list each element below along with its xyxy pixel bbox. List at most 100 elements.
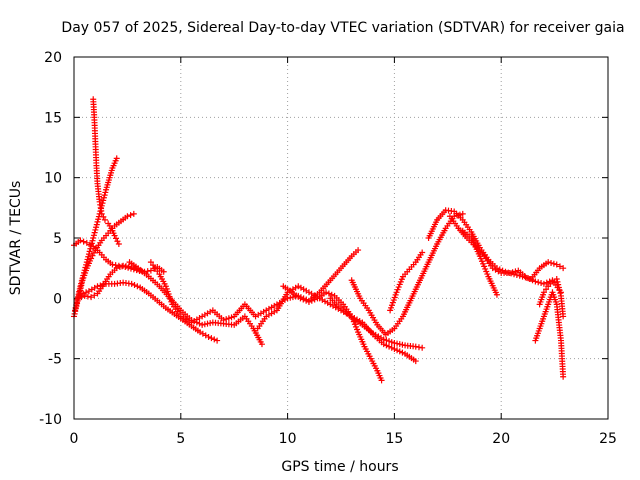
y-axis-label: SDTVAR / TECUs xyxy=(8,181,24,296)
data-point xyxy=(112,262,119,269)
data-point xyxy=(456,211,463,218)
x-tick-label: 20 xyxy=(492,431,510,447)
data-point xyxy=(98,210,105,217)
data-point xyxy=(355,247,362,254)
data-point xyxy=(201,321,208,328)
data-point xyxy=(83,239,90,246)
data-point xyxy=(506,269,513,276)
series-pass-8 xyxy=(147,247,362,326)
data-point xyxy=(100,281,107,288)
series-pass-15 xyxy=(446,213,565,296)
data-point xyxy=(196,320,203,327)
y-tick-label: 0 xyxy=(53,291,62,307)
data-point xyxy=(97,282,104,289)
data-point xyxy=(77,237,84,244)
data-point xyxy=(94,283,101,290)
data-point xyxy=(151,265,158,272)
data-point xyxy=(77,283,84,290)
data-point xyxy=(553,276,560,283)
data-point xyxy=(77,291,84,298)
data-point xyxy=(419,344,426,351)
data-point xyxy=(383,342,390,349)
data-point xyxy=(396,281,403,288)
data-point xyxy=(113,265,120,272)
data-point xyxy=(399,341,406,348)
axis-ticks: 0 5 10 15 20 25 -10 -5 0 5 10 15 20 xyxy=(39,50,617,447)
data-point xyxy=(398,276,405,283)
data-point xyxy=(80,272,87,279)
data-point xyxy=(394,286,401,293)
data-point xyxy=(100,194,107,201)
y-tick-label: 15 xyxy=(44,110,62,126)
data-point xyxy=(90,235,97,241)
data-point xyxy=(548,259,555,266)
data-point xyxy=(555,284,562,291)
data-point xyxy=(130,210,137,217)
data-point xyxy=(412,343,419,350)
data-point xyxy=(101,216,108,223)
data-point xyxy=(88,294,95,301)
data-point xyxy=(147,259,154,266)
data-point xyxy=(109,261,116,268)
data-point xyxy=(94,218,101,225)
data-point xyxy=(412,358,419,365)
y-tick-label: 10 xyxy=(44,171,62,187)
data-point xyxy=(93,221,100,228)
data-point xyxy=(80,269,87,276)
data-point xyxy=(89,237,96,244)
data-point xyxy=(124,213,131,220)
data-point xyxy=(205,333,212,340)
data-point xyxy=(81,267,88,274)
data-point xyxy=(82,264,89,271)
data-point xyxy=(555,281,562,288)
data-point xyxy=(115,241,122,248)
data-point xyxy=(128,280,135,287)
data-point xyxy=(380,336,387,343)
data-point xyxy=(459,210,466,217)
data-point xyxy=(78,277,85,284)
series-pass-16 xyxy=(459,227,500,298)
data-point xyxy=(383,337,390,344)
series-pass-3 xyxy=(71,237,146,275)
plot-frame xyxy=(73,56,609,420)
data-point xyxy=(311,296,318,303)
data-point xyxy=(134,283,141,290)
y-tick-label: -5 xyxy=(48,352,62,368)
data-point xyxy=(92,226,99,233)
data-point xyxy=(83,259,90,266)
data-point xyxy=(538,280,545,287)
data-point xyxy=(308,297,315,304)
data-point xyxy=(391,346,398,353)
data-point xyxy=(100,197,107,204)
data-point xyxy=(556,287,563,294)
data-point xyxy=(131,282,138,289)
series-pass-18 xyxy=(536,276,567,320)
data-point xyxy=(80,290,87,297)
data-point xyxy=(160,268,167,275)
data-point xyxy=(102,189,109,196)
data-point xyxy=(75,295,82,302)
data-point xyxy=(532,278,539,285)
series-pass-13 xyxy=(387,249,426,314)
series-pass-17 xyxy=(532,289,567,380)
data-point xyxy=(83,289,90,296)
data-point xyxy=(116,263,123,270)
series-pass-6 xyxy=(77,279,221,344)
data-point xyxy=(513,272,520,279)
data-point xyxy=(391,339,398,346)
data-point xyxy=(287,294,294,301)
data-point xyxy=(415,344,422,351)
data-point xyxy=(560,265,567,272)
data-point xyxy=(396,341,403,348)
data-point xyxy=(114,238,121,245)
data-point xyxy=(351,321,358,328)
data-point xyxy=(199,321,206,328)
data-point xyxy=(214,337,221,344)
data-point xyxy=(225,315,232,322)
x-tick-label: 25 xyxy=(599,431,617,447)
chart-title: Day 057 of 2025, Sidereal Day-to-day VTE… xyxy=(61,20,624,36)
data-point xyxy=(289,294,296,301)
data-point xyxy=(328,291,335,298)
data-point xyxy=(300,296,307,303)
grid xyxy=(74,57,608,419)
